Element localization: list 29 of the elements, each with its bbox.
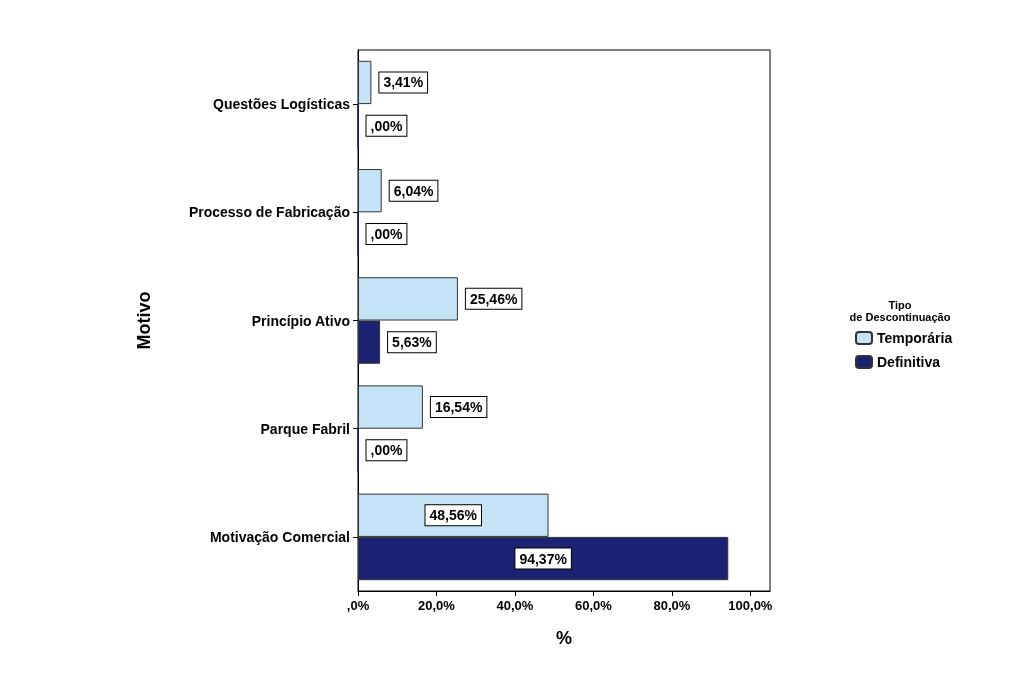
bar [358, 60, 372, 105]
x-tick-label: 60,0% [574, 598, 613, 613]
bar [358, 385, 423, 429]
y-tick-label: Processo de Fabricação [188, 204, 350, 221]
y-tick-label: Questões Logísticas [213, 96, 351, 113]
y-tick-label: Motivação Comercial [209, 528, 350, 545]
legend-title: Tipo de Descontinuação [849, 299, 951, 323]
data-label: 3,41% [383, 74, 424, 91]
x-tick-label: ,0% [346, 598, 370, 613]
legend-label: Definitiva [877, 354, 941, 370]
x-axis-title: % [555, 628, 573, 648]
data-label: 6,04% [393, 182, 434, 199]
data-label: 5,63% [392, 334, 433, 351]
y-axis-title: Motivo [134, 291, 154, 350]
data-label: ,00% [370, 442, 403, 459]
data-label: ,00% [370, 225, 403, 242]
x-tick-label: 40,0% [496, 598, 534, 613]
data-label: 25,46% [469, 290, 518, 307]
data-label: 48,56% [429, 507, 478, 524]
x-tick-label: 80,0% [653, 598, 691, 613]
x-tick-label: 20,0% [418, 598, 456, 613]
x-tick-label: 100,0% [728, 598, 773, 613]
data-label: 94,37% [519, 550, 568, 567]
data-label: 16,54% [434, 399, 483, 416]
y-tick-label: Parque Fabril [260, 420, 350, 437]
legend-label: Temporária [877, 330, 953, 346]
y-tick-label: Princípio Ativo [251, 312, 350, 329]
data-label: ,00% [370, 117, 403, 134]
bar [358, 169, 382, 213]
